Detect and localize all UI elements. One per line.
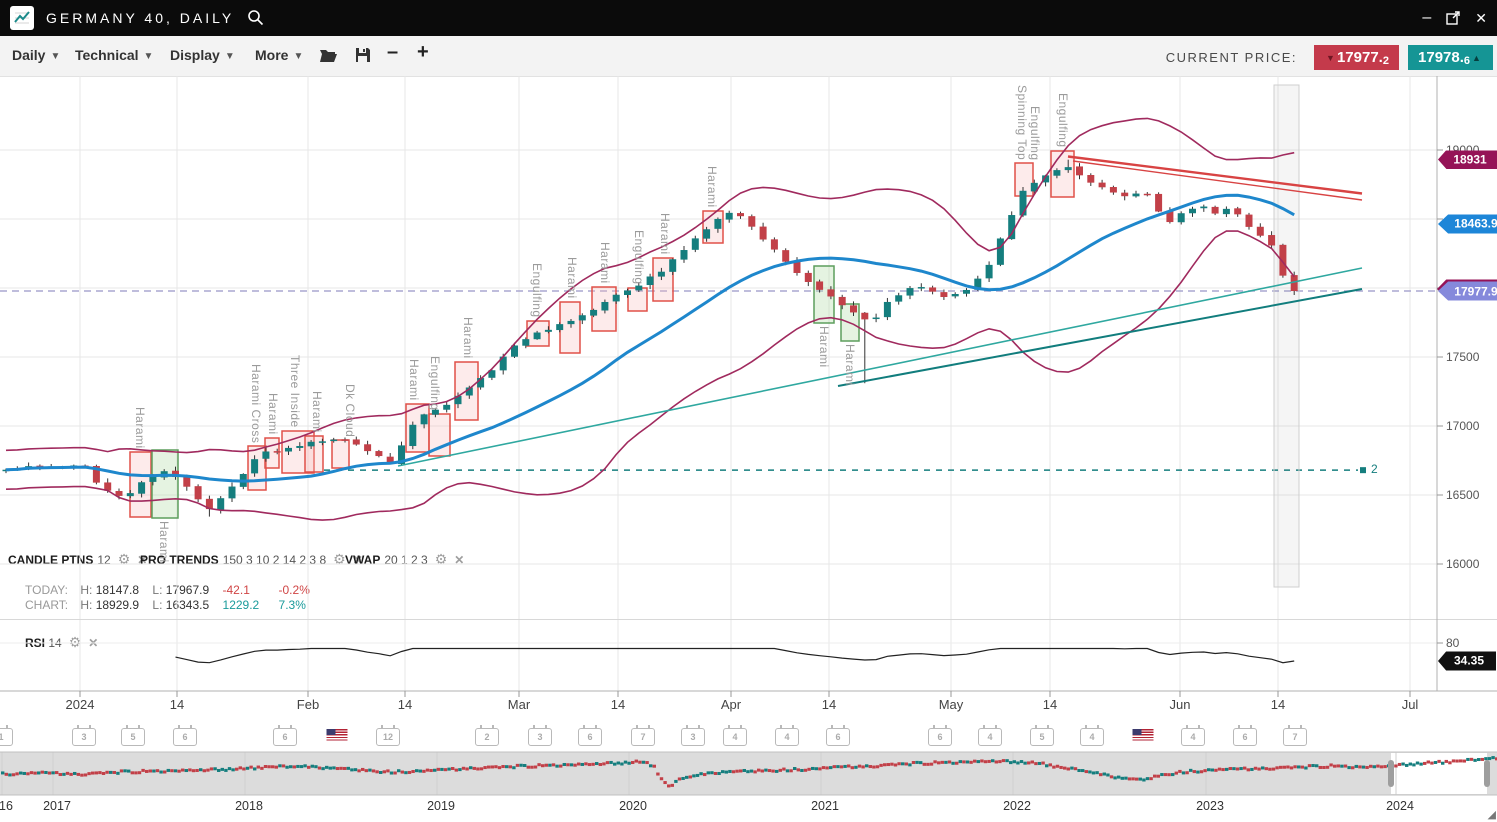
gear-icon[interactable]: ⚙	[333, 551, 346, 567]
remove-indicator-icon[interactable]: ✕	[352, 553, 363, 567]
zoom-out-button[interactable]: –	[387, 41, 399, 63]
us-flag-icon[interactable]	[326, 729, 348, 742]
navigator-handle[interactable]	[1484, 760, 1490, 787]
zoom-in-button[interactable]: +	[417, 41, 429, 63]
remove-indicator-icon[interactable]: ✕	[137, 553, 148, 567]
arrow-up-icon: ▲	[1472, 52, 1481, 63]
calendar-event-icon[interactable]: 4	[978, 725, 1002, 746]
calendar-event-icon[interactable]: 6	[928, 725, 952, 746]
calendar-event-icon[interactable]: 12	[376, 725, 400, 746]
calendar-event-icon[interactable]: 5	[121, 725, 145, 746]
chevron-down-icon: ▼	[50, 51, 61, 62]
chart-title: GERMANY 40, DAILY	[46, 10, 235, 26]
buy-price-badge[interactable]: 17978. 6 ▲	[1408, 45, 1493, 70]
app-logo-icon	[10, 6, 34, 30]
arrow-down-icon: ▼	[1326, 52, 1335, 63]
today-stats-row: TODAY: H: 18147.8 L: 17967.9 -42.1 -0.2%	[25, 583, 310, 597]
calendar-event-icon[interactable]: 6	[578, 725, 602, 746]
calendar-event-icon[interactable]: 1	[0, 725, 13, 746]
popout-button[interactable]	[1445, 10, 1461, 26]
calendar-event-icon[interactable]: 6	[173, 725, 197, 746]
remove-indicator-icon[interactable]: ✕	[454, 553, 465, 567]
calendar-event-icon[interactable]: 4	[1181, 725, 1205, 746]
gear-icon[interactable]: ⚙	[434, 551, 448, 567]
calendar-event-icon[interactable]: 6	[273, 725, 297, 746]
calendar-event-icon[interactable]: 7	[631, 725, 655, 746]
current-price-label: CURRENT PRICE:	[1165, 50, 1297, 65]
menu-timeframe[interactable]: Daily ▼	[12, 47, 61, 63]
calendar-event-icon[interactable]: 4	[1080, 725, 1104, 746]
calendar-event-icon[interactable]: 7	[1283, 725, 1307, 746]
menu-technical[interactable]: Technical ▼	[75, 47, 154, 63]
title-bar: GERMANY 40, DAILY – ✕	[0, 0, 1497, 36]
search-icon[interactable]	[246, 8, 266, 28]
calendar-event-icon[interactable]: 6	[826, 725, 850, 746]
calendar-event-icon[interactable]: 3	[72, 725, 96, 746]
open-folder-icon[interactable]	[318, 46, 338, 69]
chevron-down-icon: ▼	[143, 51, 154, 62]
save-icon[interactable]	[354, 46, 372, 69]
calendar-event-icon[interactable]: 5	[1030, 725, 1054, 746]
menu-display[interactable]: Display ▼	[170, 47, 235, 63]
sell-price-badge[interactable]: ▼ 17977. 2	[1314, 45, 1399, 70]
calendar-event-icon[interactable]: 6	[1233, 725, 1257, 746]
resize-grip-icon[interactable]: ◢	[1487, 809, 1496, 821]
calendar-event-icon[interactable]: 4	[723, 725, 747, 746]
menu-more[interactable]: More ▼	[255, 47, 304, 63]
minimize-button[interactable]: –	[1422, 9, 1432, 26]
navigator-handle[interactable]	[1388, 760, 1394, 787]
calendar-event-icon[interactable]: 2	[475, 725, 499, 746]
gear-icon[interactable]: ⚙	[117, 551, 131, 567]
calendar-event-icon[interactable]: 3	[528, 725, 552, 746]
toolbar: Daily ▼ Technical ▼ Display ▼ More ▼ – + CUR…	[0, 36, 1497, 77]
close-button[interactable]: ✕	[1475, 9, 1487, 26]
chevron-down-icon: ▼	[293, 51, 304, 62]
us-flag-icon[interactable]	[1132, 729, 1154, 742]
chevron-down-icon: ▼	[224, 51, 235, 62]
calendar-event-icon[interactable]: 4	[775, 725, 799, 746]
chart-stats-row: CHART: H: 18929.9 L: 16343.5 1229.2 7.3%	[25, 598, 306, 612]
calendar-event-icon[interactable]: 3	[681, 725, 705, 746]
gear-icon[interactable]: ⚙	[68, 634, 82, 650]
